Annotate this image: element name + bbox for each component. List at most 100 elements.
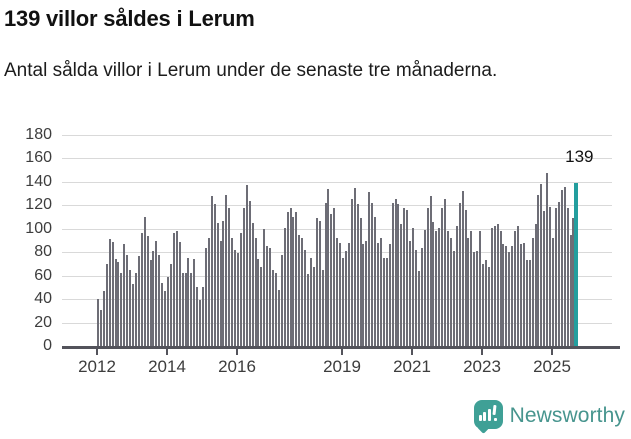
- bar: [420, 247, 423, 346]
- bar: [403, 207, 406, 346]
- bar: [324, 202, 327, 346]
- bar: [245, 185, 248, 346]
- x-tick-mark: [166, 349, 168, 355]
- bar: [522, 242, 525, 346]
- x-tick-mark: [96, 349, 98, 355]
- bar: [449, 238, 452, 346]
- bar: [552, 238, 554, 346]
- bar: [350, 199, 353, 346]
- bar: [196, 287, 199, 346]
- page-title: 139 villor såldes i Lerum: [4, 6, 255, 31]
- highlighted-bar: [574, 183, 579, 346]
- bar: [371, 202, 374, 346]
- gridline-160: [62, 158, 612, 160]
- bar: [137, 255, 140, 346]
- latest-value-label: 139: [565, 147, 594, 166]
- bar: [207, 238, 210, 346]
- bar: [237, 253, 239, 346]
- bar: [499, 231, 502, 346]
- x-tick-label: 2025: [533, 357, 571, 376]
- bar: [490, 227, 493, 346]
- bar: [219, 240, 222, 346]
- x-tick-label: 2014: [148, 357, 186, 376]
- bar: [167, 276, 169, 346]
- bar: [417, 270, 420, 346]
- logo-exclamation-dot-icon: [493, 418, 497, 421]
- bar: [295, 212, 298, 346]
- bar: [388, 244, 391, 346]
- bar: [339, 242, 342, 346]
- bar: [321, 269, 324, 346]
- bar: [344, 251, 347, 346]
- bar: [426, 207, 429, 346]
- bar: [318, 220, 321, 346]
- x-axis-line: [62, 346, 620, 349]
- bar: [336, 238, 339, 346]
- bar: [134, 273, 137, 346]
- bar: [164, 290, 167, 346]
- bar: [470, 231, 473, 346]
- bar: [554, 207, 557, 346]
- logo-bar-icon: [487, 409, 491, 421]
- x-tick-label: 2021: [393, 357, 431, 376]
- y-tick-label: 40: [34, 290, 52, 308]
- bar: [374, 217, 377, 346]
- newsworthy-logo: Newsworthy: [473, 400, 625, 431]
- bar: [423, 229, 426, 346]
- bar: [563, 186, 566, 346]
- gridline-120: [62, 205, 612, 207]
- bar: [464, 210, 467, 346]
- bar: [204, 247, 207, 346]
- bar: [347, 242, 350, 346]
- bar: [149, 260, 152, 346]
- bar: [161, 282, 164, 346]
- bar: [549, 206, 552, 346]
- x-tick-mark: [551, 349, 553, 355]
- bar: [569, 234, 572, 346]
- bar: [365, 240, 368, 346]
- bar: [505, 246, 508, 346]
- bar: [97, 299, 99, 346]
- bar: [199, 300, 202, 346]
- bar: [560, 190, 563, 346]
- bar: [304, 249, 307, 346]
- bar: [458, 202, 461, 346]
- bar: [409, 240, 412, 346]
- gridline-180: [62, 135, 612, 136]
- bar: [566, 207, 569, 346]
- bar: [234, 249, 237, 346]
- bar: [286, 212, 289, 346]
- gridline-100: [62, 228, 612, 230]
- bar: [382, 258, 385, 346]
- bar: [502, 244, 505, 346]
- bar: [280, 254, 283, 346]
- bar: [406, 210, 409, 346]
- bar: [307, 274, 309, 346]
- bar: [257, 259, 260, 346]
- logo-bar-icon: [478, 415, 482, 421]
- bar: [572, 218, 575, 346]
- bar: [508, 252, 511, 346]
- bar: [102, 290, 105, 346]
- bar: [248, 200, 251, 346]
- x-tick-mark: [236, 349, 238, 355]
- bar: [377, 242, 379, 346]
- bar: [546, 172, 549, 346]
- bar: [184, 273, 187, 346]
- bar: [479, 231, 482, 346]
- bar: [412, 227, 414, 346]
- bar: [441, 207, 444, 346]
- y-tick-label: 0: [43, 337, 52, 354]
- bar: [169, 263, 172, 346]
- bar: [484, 260, 487, 346]
- bar: [155, 240, 158, 346]
- bar: [146, 235, 149, 346]
- bar: [190, 273, 193, 346]
- bar: [359, 218, 362, 346]
- bar: [312, 267, 315, 346]
- x-tick-mark: [341, 349, 343, 355]
- bar: [222, 220, 225, 346]
- gridline-140: [62, 181, 612, 183]
- y-tick-label: 140: [25, 172, 52, 190]
